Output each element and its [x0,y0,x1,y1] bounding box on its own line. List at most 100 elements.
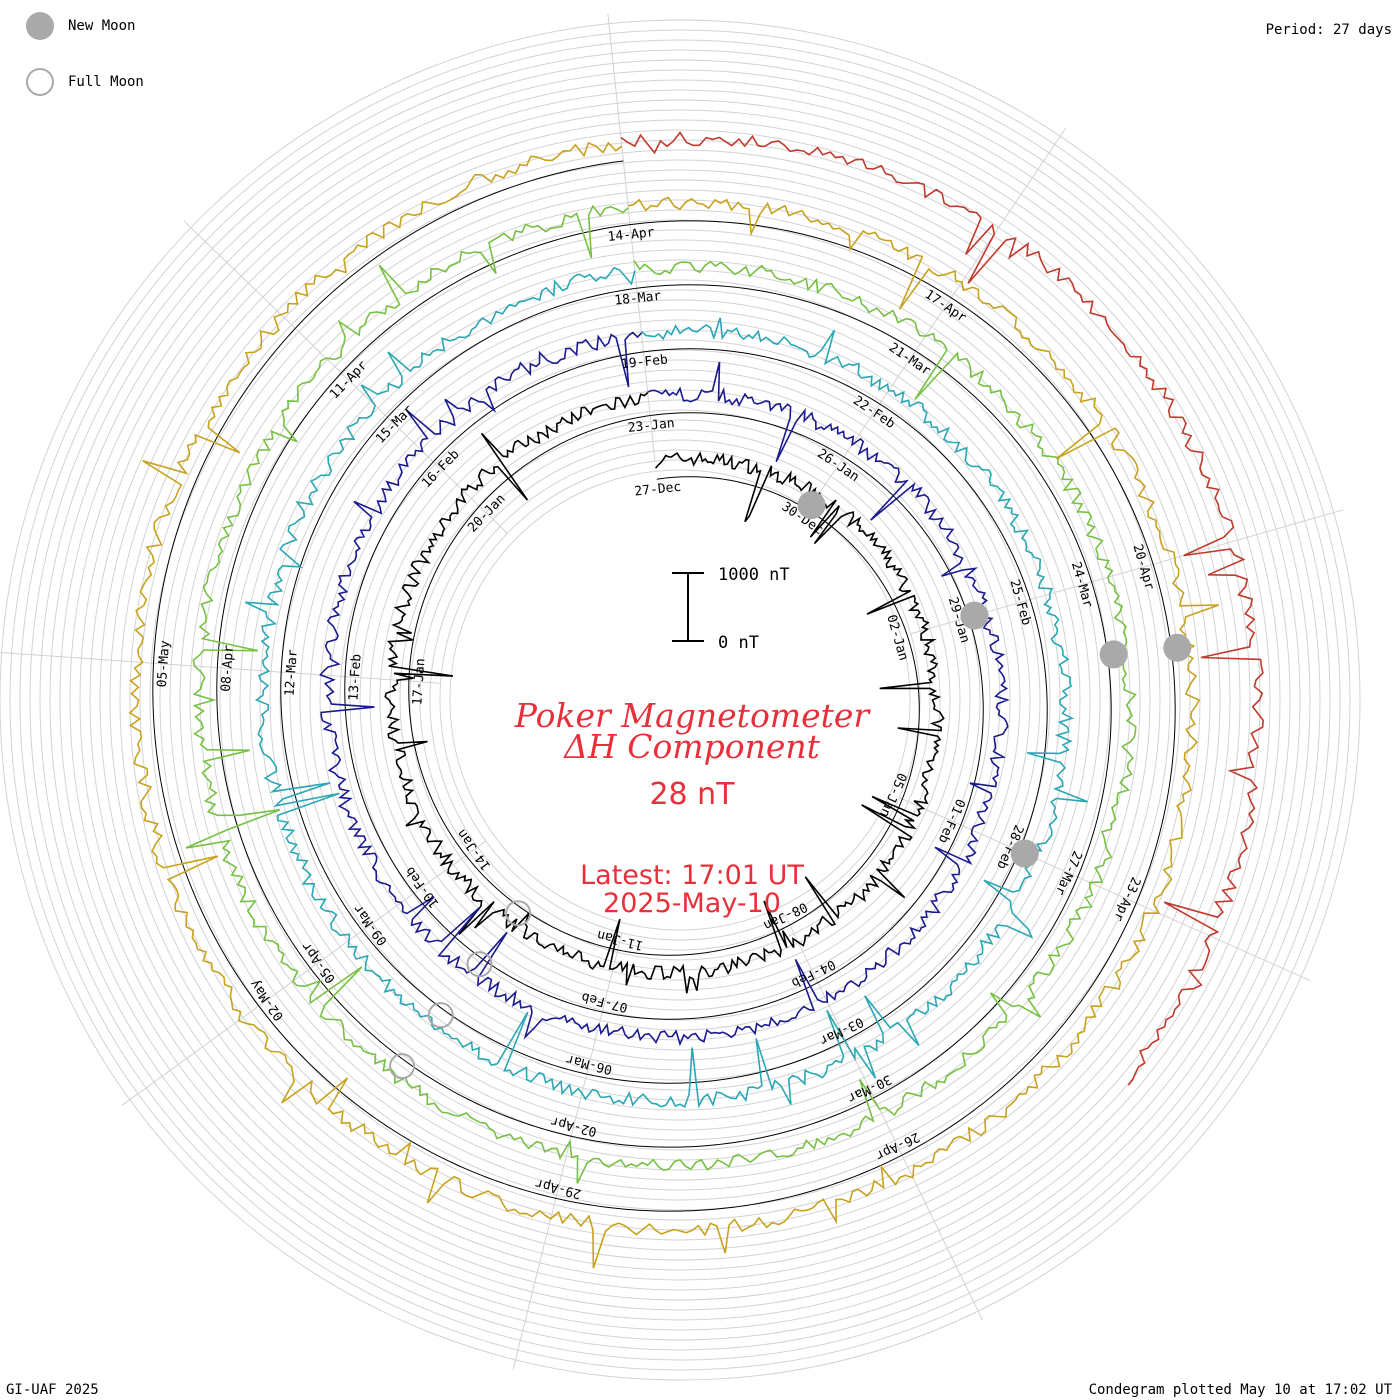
grid-spoke [813,127,1067,502]
grid-spoke [0,651,441,684]
grid-ring [109,129,1251,1271]
baseline-spiral [152,160,1176,1212]
grid-ring [419,439,941,961]
grid-ring [49,69,1311,1331]
grid-ring [239,259,1121,1141]
grid-ring [279,299,1081,1101]
new-moon-marker [1099,640,1128,669]
grid-ring [339,359,1021,1041]
grid-ring [399,419,961,981]
baseline-spiral [344,351,984,1020]
date-label: 24-Mar [1068,560,1095,609]
date-label: 27-Dec [634,480,682,500]
grid-spoke [121,840,487,1106]
new-moon-marker [797,491,826,520]
grid-ring [319,339,1041,1061]
grid-ring [0,19,1361,1381]
grid-layer [0,13,1361,1381]
latest-time: Latest: 17:01 UT [580,860,804,891]
grid-ring [19,39,1341,1361]
date-label: 19-Feb [620,352,668,372]
grid-spoke [784,915,983,1321]
legend-new-moon-label: New Moon [68,18,136,34]
series-line [128,141,1220,1269]
grid-spoke [899,797,1311,982]
series-line [319,331,1010,1047]
legend-full-moon-label: Full Moon [68,74,144,90]
scale-bar-top-label: 1000 nT [718,565,790,585]
grid-ring [289,309,1071,1091]
credit-label: GI-UAF 2025 [6,1382,99,1398]
grid-ring [169,189,1191,1211]
series-line [384,392,945,994]
full-moon-marker [427,1002,454,1029]
date-label: 20-Apr [1129,543,1156,592]
date-label: 17-Apr [922,287,969,326]
legend-new-moon: New Moon [26,12,135,40]
grid-ring [309,329,1051,1071]
grid-ring [9,29,1351,1371]
date-label: 12-Mar [283,649,301,697]
grid-ring [259,279,1101,1121]
date-label: 18-Mar [614,289,662,309]
chart-title: Poker Magnetometer [514,696,872,735]
date-label: 14-Apr [607,225,655,245]
new-moon-marker [1010,839,1039,868]
grid-ring [349,369,1011,1031]
scale-bar-bottom-label: 0 nT [718,633,759,653]
current-value: 28 nT [649,777,735,812]
grid-ring [199,219,1161,1181]
series-line [620,131,1265,1086]
full-moon-marker [466,951,493,978]
grid-ring [119,139,1241,1261]
grid-ring [29,49,1331,1351]
grid-ring [149,169,1211,1231]
grid-spoke [607,13,656,462]
full-moon-marker [505,900,532,927]
date-label: 22-Feb [850,393,897,432]
grid-ring [59,79,1301,1321]
moon-layer [389,491,1192,1080]
grid-ring [249,269,1111,1131]
grid-ring [379,399,981,1001]
full-moon-marker [389,1053,416,1080]
series-line [185,204,1137,1184]
date-label: 13-Feb [346,653,364,701]
period-label: Period: 27 days [1265,22,1392,38]
legend-full-moon: Full Moon [26,68,144,96]
scale-bar: 1000 nT 0 nT [672,565,790,653]
grid-ring [39,59,1321,1341]
grid-spoke [512,932,623,1370]
date-label: 23-Jan [627,416,675,436]
full-moon-icon [26,68,54,96]
series-line [244,266,1088,1109]
grid-ring [179,199,1181,1201]
baseline-spiral [280,287,1048,1084]
grid-ring [439,459,921,941]
date-label: 06-Mar [565,1051,614,1077]
new-moon-marker [960,601,989,630]
grid-ring [89,109,1271,1291]
date-label: 26-Jan [814,446,861,485]
baseline-spiral [408,415,920,956]
grid-ring [429,449,931,951]
grid-ring [449,469,911,931]
grid-ring [79,99,1281,1301]
new-moon-marker [1163,633,1192,662]
new-moon-icon [26,12,54,40]
grid-spoke [183,220,508,534]
grid-ring [129,149,1231,1251]
grid-ring [359,379,1001,1021]
grid-ring [139,159,1221,1241]
grid-ring [69,89,1291,1311]
date-label: 05-May [155,640,173,688]
plotted-timestamp: Condegram plotted May 10 at 17:02 UT [1088,1382,1392,1398]
date-label: 08-Apr [219,644,237,692]
grid-ring [269,289,1091,1111]
date-label: 17-Jan [410,658,428,706]
latest-date: 2025-May-10 [603,888,781,919]
chart-subtitle: ΔH Component [562,727,821,766]
series-layer [128,131,1265,1269]
grid-ring [209,229,1151,1171]
